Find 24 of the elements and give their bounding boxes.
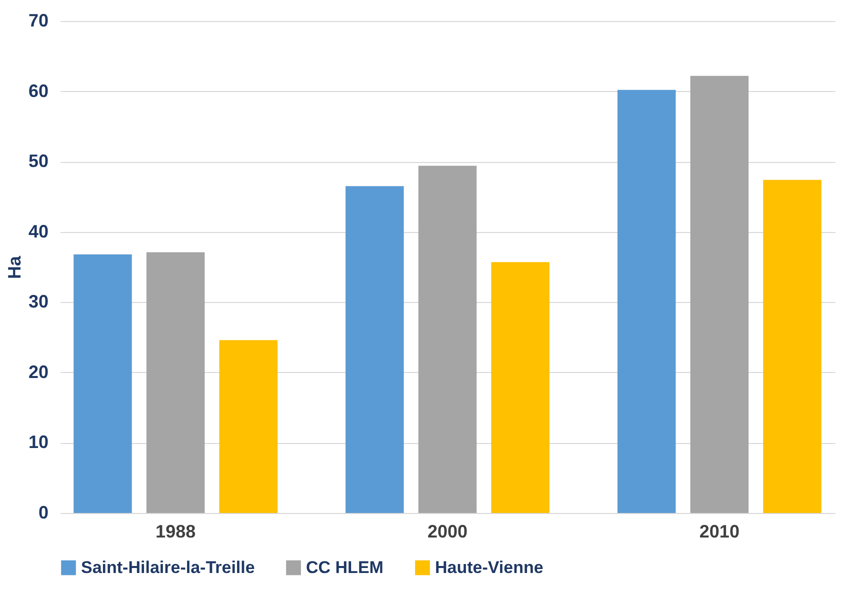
legend-label: Saint-Hilaire-la-Treille bbox=[81, 558, 255, 577]
bar bbox=[491, 262, 550, 513]
y-tick-label: 50 bbox=[28, 151, 48, 172]
legend-label: Haute-Vienne bbox=[435, 558, 544, 577]
y-tick-label: 70 bbox=[28, 10, 48, 30]
bar bbox=[219, 340, 278, 513]
bar bbox=[690, 76, 749, 513]
bar bbox=[346, 186, 404, 513]
y-axis-title: Ha bbox=[4, 255, 24, 280]
y-tick-label: 30 bbox=[28, 292, 48, 312]
y-tick-label: 40 bbox=[28, 221, 48, 242]
bar bbox=[763, 180, 822, 513]
x-tick-label: 2010 bbox=[699, 522, 740, 542]
legend-label: CC HLEM bbox=[306, 558, 384, 577]
x-tick-label: 2000 bbox=[427, 522, 468, 542]
y-tick-label: 0 bbox=[38, 502, 48, 522]
bar bbox=[146, 252, 205, 513]
bar bbox=[418, 166, 477, 513]
y-tick-label: 20 bbox=[28, 362, 48, 382]
y-tick-label: 10 bbox=[28, 432, 48, 452]
bar bbox=[617, 90, 676, 513]
y-tick-label: 60 bbox=[28, 80, 48, 101]
bar bbox=[74, 254, 132, 513]
x-tick-label: 1988 bbox=[156, 522, 196, 542]
